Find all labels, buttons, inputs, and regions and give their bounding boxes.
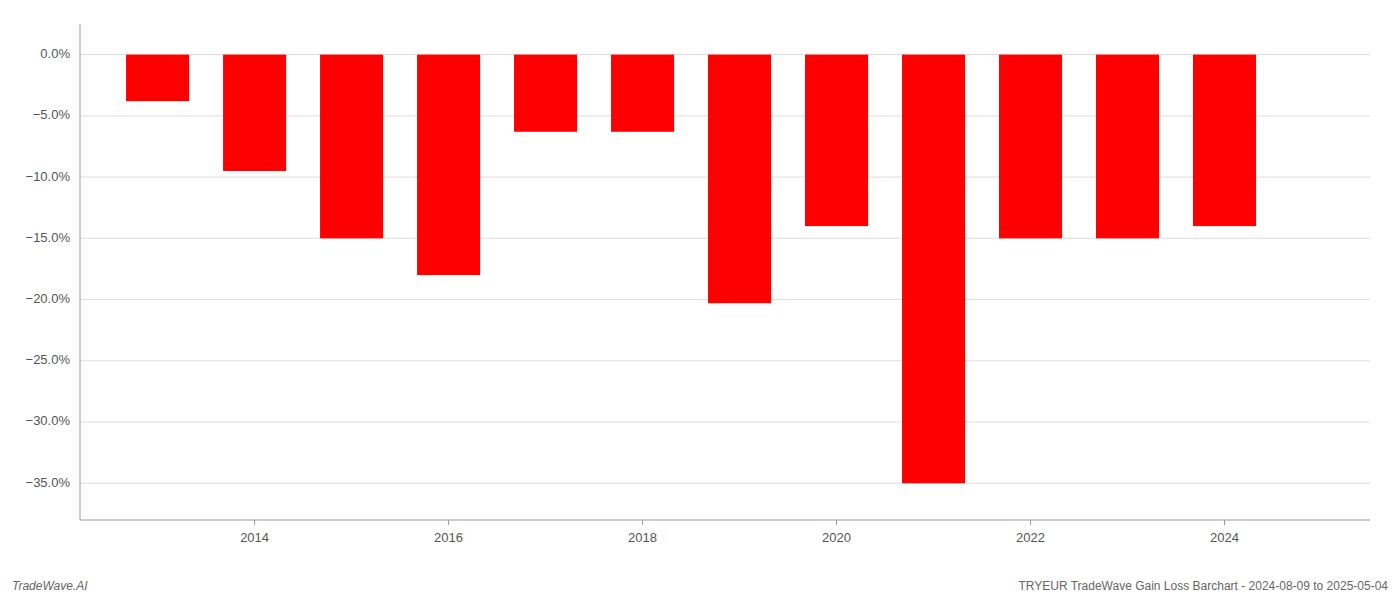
bars	[126, 55, 1256, 484]
x-tick	[642, 520, 643, 525]
bar	[223, 55, 286, 171]
bar	[126, 55, 189, 102]
bar	[1193, 55, 1256, 226]
bar	[320, 55, 383, 239]
x-tick-label: 2024	[1210, 530, 1239, 545]
x-tick	[1224, 520, 1225, 525]
bar	[1096, 55, 1159, 239]
footer-left: TradeWave.AI	[12, 579, 88, 593]
grid-line	[80, 360, 1370, 361]
bar	[708, 55, 771, 304]
grid-line	[80, 483, 1370, 484]
chart: 0.0% −5.0% −10.0% −15.0% −20.0% −25.0% −30.0% −…	[0, 0, 1400, 600]
x-tick	[836, 520, 837, 525]
y-tick-label: −10.0%	[26, 169, 71, 184]
bar	[999, 55, 1062, 239]
x-tick	[448, 520, 449, 525]
grid-line	[80, 422, 1370, 423]
x-tick-label: 2020	[822, 530, 851, 545]
bar	[902, 55, 965, 484]
y-tick-label: −20.0%	[26, 291, 71, 306]
bar	[514, 55, 577, 132]
x-ticks: 2014 2016 2018 2020 2022 2024	[240, 520, 1239, 545]
x-tick-label: 2018	[628, 530, 657, 545]
x-tick-label: 2014	[240, 530, 269, 545]
x-tick	[1030, 520, 1031, 525]
bar	[611, 55, 674, 132]
y-tick-label: 0.0%	[40, 46, 70, 61]
y-tick-label: −5.0%	[33, 107, 71, 122]
x-axis-line	[80, 520, 1370, 521]
x-tick-label: 2016	[434, 530, 463, 545]
bar	[417, 55, 480, 275]
y-tick-label: −35.0%	[26, 475, 71, 490]
bar	[805, 55, 868, 226]
footer-right: TRYEUR TradeWave Gain Loss Barchart - 20…	[1018, 579, 1388, 593]
y-tick-label: −30.0%	[26, 413, 71, 428]
y-grid	[80, 55, 1370, 484]
x-tick-label: 2022	[1016, 530, 1045, 545]
y-axis-line	[80, 24, 81, 520]
x-tick	[254, 520, 255, 525]
y-tick-label: −15.0%	[26, 230, 71, 245]
y-tick-label: −25.0%	[26, 352, 71, 367]
y-tick-labels: 0.0% −5.0% −10.0% −15.0% −20.0% −25.0% −30.0% −…	[26, 46, 71, 490]
